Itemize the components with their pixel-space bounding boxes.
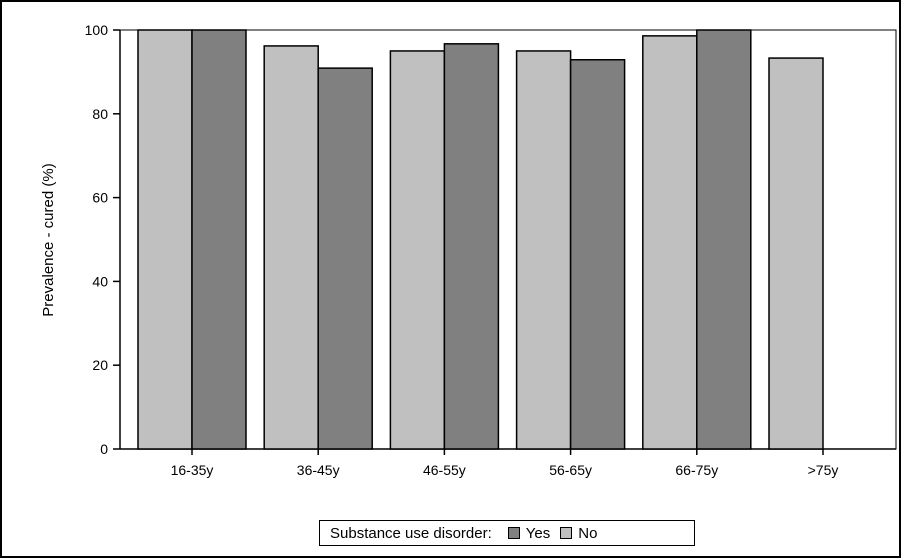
bar-yes-1	[318, 68, 372, 449]
legend-label-no: No	[578, 525, 597, 542]
legend-item-yes: Yes	[508, 525, 550, 542]
x-tick-label: 36-45y	[297, 462, 340, 478]
legend-item-no: No	[560, 525, 597, 542]
y-tick-label: 0	[100, 441, 108, 457]
bar-no-1	[264, 46, 318, 449]
bar-no-4	[643, 36, 697, 449]
y-axis-label: Prevalence - cured (%)	[40, 163, 57, 316]
y-tick-label: 40	[92, 273, 108, 289]
legend-label-yes: Yes	[526, 525, 550, 542]
legend-title: Substance use disorder:	[330, 525, 492, 542]
bar-yes-3	[571, 60, 625, 449]
y-tick-label: 80	[92, 106, 108, 122]
y-tick-label: 60	[92, 190, 108, 206]
bar-no-3	[517, 51, 571, 449]
plot-area: 0 20 40 60 80 100 16-35y 36-45y 46-55y 56-65y 66-7…	[85, 22, 896, 478]
x-tick-label: >75y	[808, 462, 839, 478]
bar-yes-4	[697, 30, 751, 449]
legend-swatch-yes	[508, 527, 520, 539]
bar-no-0	[138, 30, 192, 449]
x-tick-label: 66-75y	[675, 462, 718, 478]
legend-swatch-no	[560, 527, 572, 539]
legend: Substance use disorder: Yes No	[319, 520, 695, 546]
y-tick-label: 20	[92, 357, 108, 373]
bar-no-2	[390, 51, 444, 449]
y-tick-label: 100	[85, 22, 109, 38]
bar-yes-0	[192, 30, 246, 449]
x-tick-label: 46-55y	[423, 462, 466, 478]
x-tick-label: 16-35y	[171, 462, 214, 478]
bar-no-5	[769, 58, 823, 449]
bar-yes-2	[444, 44, 498, 449]
x-tick-label: 56-65y	[549, 462, 592, 478]
